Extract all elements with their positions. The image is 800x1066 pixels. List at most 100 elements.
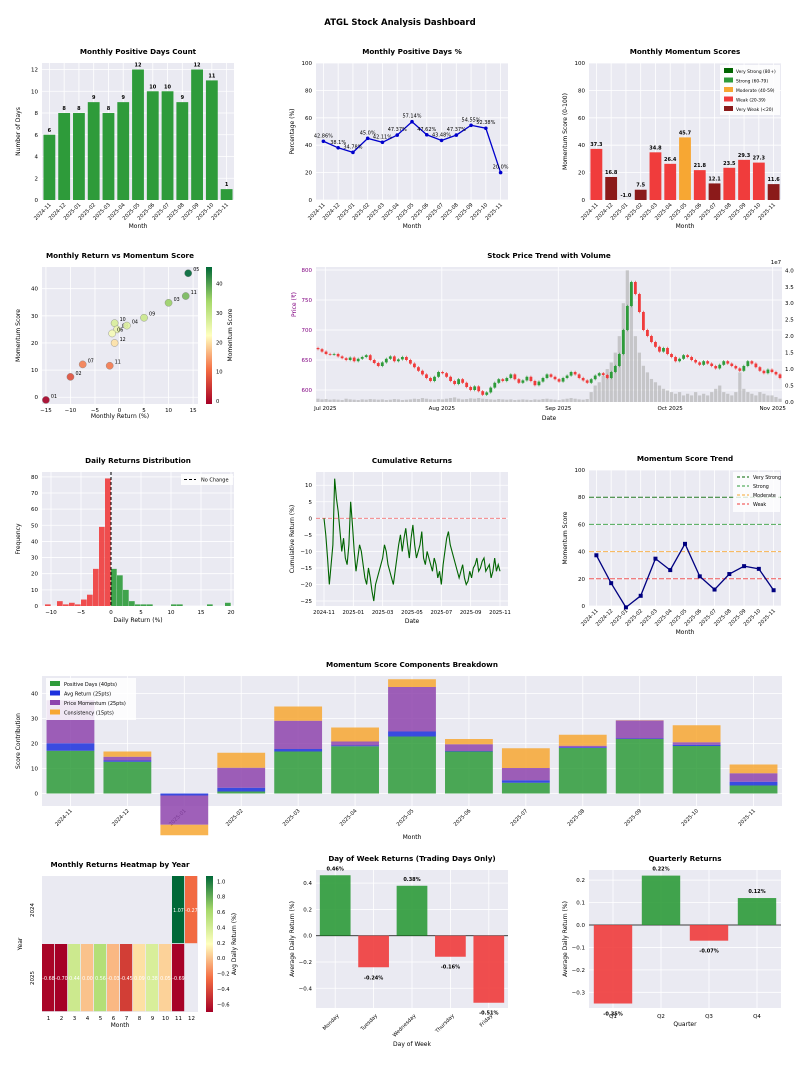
hist-bar (57, 601, 63, 606)
volume-bar (625, 270, 629, 402)
volume-bar (324, 399, 328, 402)
candle-body (682, 355, 685, 359)
candle-body (493, 382, 497, 388)
volume-bar (469, 398, 473, 402)
volume-bar (328, 399, 332, 402)
y-tick-label: 0 (35, 604, 39, 610)
bar (723, 167, 736, 200)
stacked-bar-segment (445, 751, 493, 752)
stacked-bar-segment (388, 687, 436, 732)
y-tick-label: −20 (300, 582, 312, 588)
x-axis-label: Month (111, 1022, 130, 1029)
plot-area (42, 267, 198, 404)
volume-bar (521, 399, 525, 402)
colorbar-tick-label: 0.2 (217, 941, 225, 947)
legend: Very Strong (80+) Strong (60-79) Moderate … (720, 65, 780, 115)
data-label: 23.5 (723, 161, 736, 167)
volume-bar (633, 336, 637, 402)
point (771, 588, 776, 593)
candle-body (441, 372, 444, 374)
bar (641, 875, 681, 925)
candle-body (722, 361, 726, 365)
candle-body (666, 348, 669, 354)
stacked-bar-segment (501, 780, 550, 783)
data-label: 45.0% (360, 130, 376, 136)
data-label: 12 (194, 63, 201, 69)
legend-label: Strong (753, 484, 769, 490)
bar (220, 189, 233, 200)
stacked-bar-segment (217, 767, 266, 788)
hist-bar (99, 526, 105, 606)
y2-scale-label: 1e7 (771, 260, 782, 266)
candle-body (473, 386, 477, 390)
volume-bar (573, 398, 577, 402)
candle-body (774, 372, 778, 375)
volume-bar (501, 399, 505, 402)
y-tick-label: −0.2 (299, 960, 312, 966)
y-tick-label: 80 (578, 495, 585, 501)
bar (605, 176, 618, 200)
candle-body (629, 282, 633, 306)
candle-body (320, 349, 324, 352)
point (410, 119, 414, 124)
point (424, 132, 429, 137)
x-tick-label: Q4 (753, 1014, 761, 1020)
candle-body (662, 348, 665, 352)
candle-body (340, 356, 344, 359)
volume-bar (629, 283, 633, 402)
volume-bar (726, 393, 730, 402)
volume-bar (637, 352, 641, 402)
chart-candles: Stock Price Trend with Volume 600 650 700 75… (291, 251, 794, 422)
data-label: 29.3 (738, 153, 751, 159)
volume-bar (605, 369, 609, 402)
y-tick-label: 700 (302, 328, 313, 334)
data-label: -0.35% (603, 1012, 622, 1018)
bar (738, 159, 750, 200)
candle-body (380, 362, 384, 366)
stacked-bar-segment (331, 741, 379, 746)
y-axis-label: Number of Days (15, 107, 22, 156)
x-tick-label: Thursday (434, 1013, 456, 1035)
y2-tick-label: 2.5 (785, 318, 794, 324)
colorbar-label: Momentum Score (227, 308, 234, 361)
candle-body (449, 376, 452, 381)
legend-label: Avg Return (25pts) (64, 692, 111, 698)
x-tick-label: 1 (47, 1016, 51, 1022)
point-label: 03 (174, 297, 180, 303)
candle-body (593, 375, 597, 380)
x-tick-label: 5 (99, 1016, 103, 1022)
candle-body (505, 378, 509, 381)
point-label: 06 (117, 327, 123, 333)
colorbar: −0.6 −0.4 −0.2 0.0 0.2 0.4 0.6 0.8 1.0 Avg Daily … (206, 876, 238, 1012)
volume-bar (436, 399, 441, 402)
candle-body (650, 336, 653, 342)
volume-bar (448, 398, 453, 402)
legend-swatch (50, 709, 60, 715)
x-tick-label: 10 (168, 610, 175, 616)
data-label: -1.0 (620, 193, 631, 199)
volume-bar (461, 399, 465, 402)
y-tick-label: 60 (305, 116, 312, 122)
data-label: 37.3 (590, 142, 603, 148)
scatter-point (110, 339, 119, 347)
data-label: 47.37% (447, 127, 466, 133)
chart-pos_pct: Monthly Positive Days %0204060801002024-… (289, 47, 509, 230)
bar (590, 148, 603, 200)
candle-body (605, 375, 609, 378)
x-axis-label: Date (542, 415, 557, 422)
volume-bar (332, 399, 336, 402)
point (668, 568, 673, 573)
volume-bar (774, 397, 778, 402)
y-tick-label: 40 (578, 143, 585, 149)
chart-dow: Day of Week Returns (Trading Days Only) −… (289, 854, 508, 1048)
candle-body (734, 366, 738, 369)
stacked-bar-segment (558, 747, 607, 748)
candle-body (577, 374, 581, 378)
bar (43, 134, 56, 200)
legend: Very Strong Strong Moderate Weak (733, 472, 781, 512)
point-label: 11 (191, 290, 197, 296)
y-tick-label: 0 (582, 604, 586, 610)
volume-bar (432, 399, 437, 402)
x-axis-label: Monthly Return (%) (91, 413, 149, 420)
bar (319, 875, 351, 936)
